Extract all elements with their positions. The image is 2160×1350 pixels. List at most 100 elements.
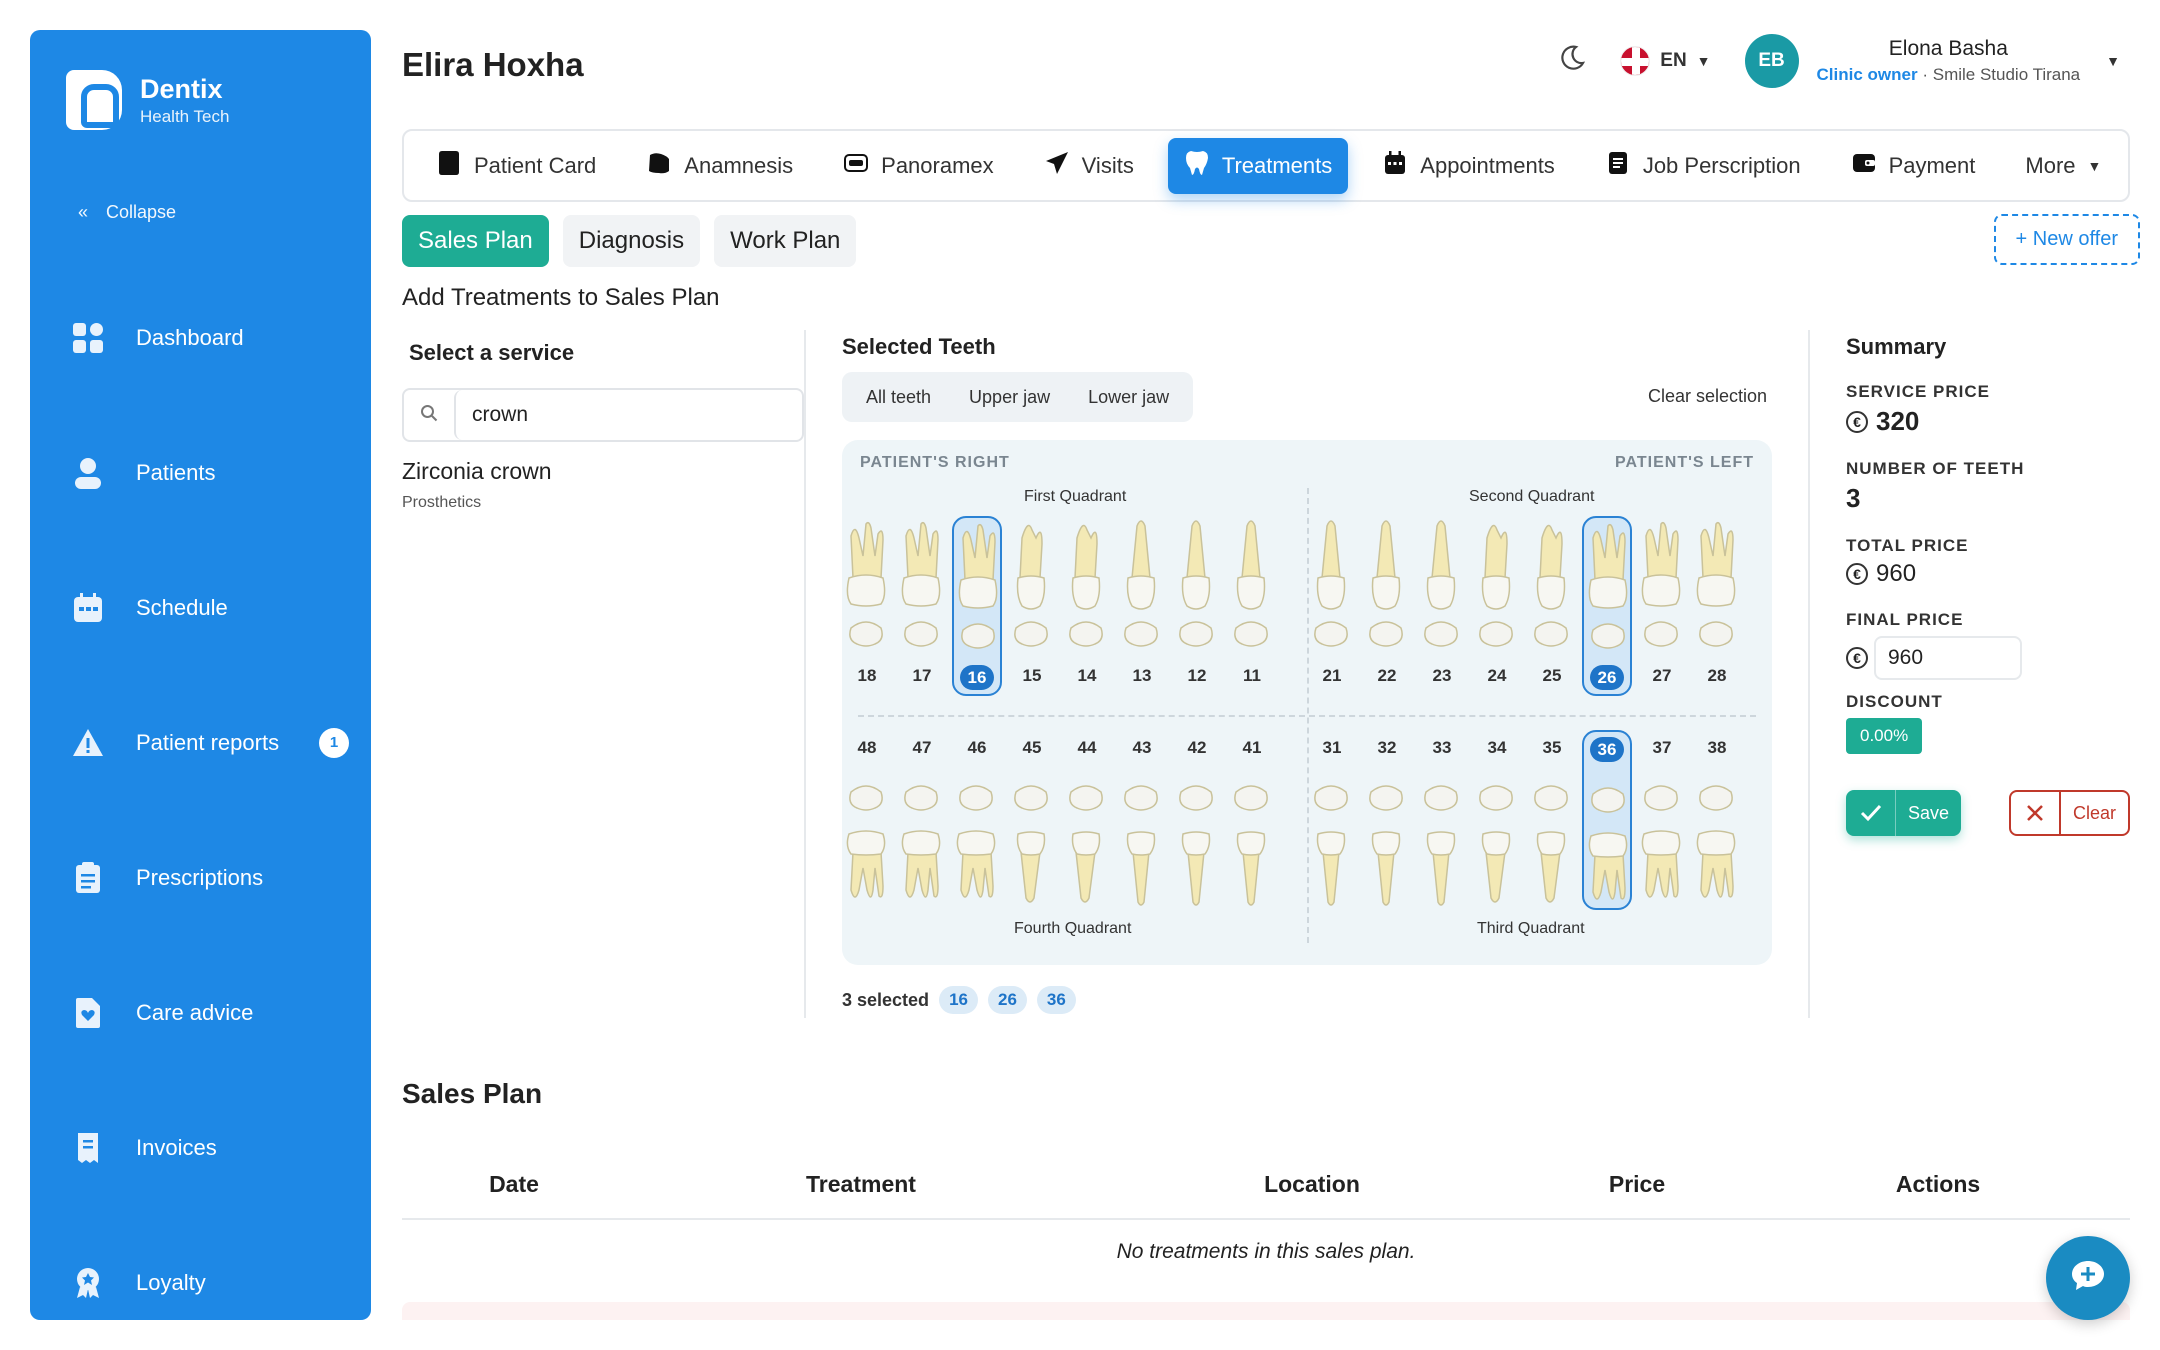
tooth-16[interactable]: 16 — [952, 516, 1002, 696]
sidebar-item-patients[interactable]: Patients — [30, 405, 371, 540]
sidebar-item-schedule[interactable]: Schedule — [30, 540, 371, 675]
sidebar-item-loyalty[interactable]: Loyalty — [30, 1215, 371, 1350]
clear-button[interactable]: Clear — [2008, 790, 2130, 836]
sidebar-item-label: Care advice — [136, 999, 254, 1025]
user-menu[interactable]: EB Elona Basha Clinic owner · Smile Stud… — [1744, 34, 2120, 88]
first-quadrant-label: First Quadrant — [1024, 488, 1127, 505]
tooth-12[interactable]: 12 — [1172, 516, 1222, 696]
calendar-icon — [1382, 150, 1408, 181]
tooth-45[interactable]: 45 — [1007, 730, 1057, 910]
tooth-24[interactable]: 24 — [1472, 516, 1522, 696]
tab-panoramex[interactable]: Panoramex — [827, 139, 1010, 193]
tooth-drawing-icon — [1641, 785, 1681, 898]
xray-icon — [843, 151, 869, 181]
sidebar-item-care-advice[interactable]: Care advice — [30, 945, 371, 1080]
subtab-sales-plan[interactable]: Sales Plan — [402, 215, 549, 267]
tooth-43[interactable]: 43 — [1117, 730, 1167, 910]
service-search — [402, 388, 804, 442]
final-price-row: € — [1846, 636, 2136, 680]
tooth-36[interactable]: 36 — [1582, 730, 1632, 910]
sidebar-item-dashboard[interactable]: Dashboard — [30, 270, 371, 405]
card-icon — [436, 150, 462, 182]
tab-more[interactable]: More ▼ — [2009, 141, 2117, 191]
tooth-11[interactable]: 11 — [1227, 516, 1277, 696]
calendar-icon — [72, 592, 104, 624]
tab-anamnesis[interactable]: Anamnesis — [630, 139, 809, 193]
tooth-28[interactable]: 28 — [1692, 516, 1742, 696]
sidebar-item-patient-reports[interactable]: Patient reports 1 — [30, 675, 371, 810]
tooth-drawing-icon — [1479, 785, 1513, 903]
tooth-32[interactable]: 32 — [1362, 730, 1412, 910]
tooth-number-label: 23 — [1432, 666, 1452, 685]
tab-job-perscription[interactable]: Job Perscription — [1589, 139, 1817, 193]
selected-tooth-chip[interactable]: 36 — [1036, 986, 1076, 1014]
tooth-41[interactable]: 41 — [1227, 730, 1277, 910]
save-button[interactable]: Save — [1846, 790, 1962, 836]
language-selector[interactable]: EN ▼ — [1620, 46, 1711, 76]
tooth-38[interactable]: 38 — [1692, 730, 1742, 910]
clear-label: Clear — [2072, 802, 2116, 823]
sales-plan-title: Sales Plan — [402, 1078, 543, 1109]
occlusal-divider — [858, 715, 1756, 717]
tooth-47[interactable]: 47 — [897, 730, 947, 910]
tooth-number-label: 43 — [1132, 738, 1152, 757]
tab-visits[interactable]: Visits — [1028, 139, 1150, 193]
subtab-work-plan[interactable]: Work Plan — [714, 215, 857, 267]
tooth-number-label: 11 — [1243, 666, 1261, 685]
tooth-drawing-icon — [1588, 787, 1628, 900]
tab-treatments[interactable]: Treatments — [1167, 137, 1349, 194]
tooth-number: 37 — [1637, 738, 1687, 758]
tooth-drawing-icon — [1069, 785, 1103, 903]
tooth-46[interactable]: 46 — [952, 730, 1002, 910]
new-offer-button[interactable]: + New offer — [1993, 214, 2140, 265]
tooth-21[interactable]: 21 — [1307, 516, 1357, 696]
service-search-input[interactable] — [454, 390, 788, 440]
collapse-button[interactable]: « Collapse — [78, 202, 176, 223]
tooth-35[interactable]: 35 — [1527, 730, 1577, 910]
tooth-number-label: 32 — [1377, 738, 1397, 757]
column-header-location[interactable]: Location — [1264, 1170, 1360, 1197]
tooth-15[interactable]: 15 — [1007, 516, 1057, 696]
filter-upper-jaw[interactable]: Upper jaw — [969, 386, 1051, 407]
service-result-name[interactable]: Zirconia crown — [402, 458, 552, 484]
tooth-13[interactable]: 13 — [1117, 516, 1167, 696]
clear-selection-button[interactable]: Clear selection — [1648, 386, 1768, 406]
selected-tooth-chip[interactable]: 26 — [987, 986, 1027, 1014]
tab-label: Panoramex — [881, 152, 994, 178]
tab-label: Patient Card — [474, 152, 597, 178]
column-header-price[interactable]: Price — [1608, 1170, 1666, 1197]
subtab-diagnosis[interactable]: Diagnosis — [562, 215, 701, 267]
tooth-26[interactable]: 26 — [1582, 516, 1632, 696]
column-header-date[interactable]: Date — [489, 1170, 539, 1197]
filter-all-teeth[interactable]: All teeth — [866, 386, 932, 407]
tooth-44[interactable]: 44 — [1062, 730, 1112, 910]
tooth-42[interactable]: 42 — [1172, 730, 1222, 910]
chat-button[interactable] — [2046, 1236, 2130, 1320]
receipt-icon — [72, 1132, 104, 1164]
tooth-34[interactable]: 34 — [1472, 730, 1522, 910]
tooth-17[interactable]: 17 — [897, 516, 947, 696]
tab-payment[interactable]: Payment — [1835, 140, 1992, 192]
sidebar-item-prescriptions[interactable]: Prescriptions — [30, 810, 371, 945]
tab-patient-card[interactable]: Patient Card — [420, 138, 612, 194]
tooth-37[interactable]: 37 — [1637, 730, 1687, 910]
moon-icon[interactable] — [1558, 44, 1586, 79]
final-price-input[interactable] — [1874, 636, 2022, 680]
tooth-31[interactable]: 31 — [1307, 730, 1357, 910]
tooth-23[interactable]: 23 — [1417, 516, 1467, 696]
tab-appointments[interactable]: Appointments — [1366, 139, 1571, 193]
tooth-18[interactable]: 18 — [842, 516, 892, 696]
chevrons-left-icon: « — [78, 202, 89, 222]
brand[interactable]: Dentix Health Tech — [66, 70, 229, 130]
filter-lower-jaw[interactable]: Lower jaw — [1088, 386, 1170, 407]
tooth-48[interactable]: 48 — [842, 730, 892, 910]
tooth-25[interactable]: 25 — [1527, 516, 1577, 696]
tooth-drawing-icon — [846, 521, 886, 647]
tooth-33[interactable]: 33 — [1417, 730, 1467, 910]
tooth-22[interactable]: 22 — [1362, 516, 1412, 696]
tooth-27[interactable]: 27 — [1637, 516, 1687, 696]
column-header-treatment[interactable]: Treatment — [806, 1170, 916, 1197]
tooth-14[interactable]: 14 — [1062, 516, 1112, 696]
sidebar-item-invoices[interactable]: Invoices — [30, 1080, 371, 1215]
selected-tooth-chip[interactable]: 16 — [939, 986, 978, 1014]
